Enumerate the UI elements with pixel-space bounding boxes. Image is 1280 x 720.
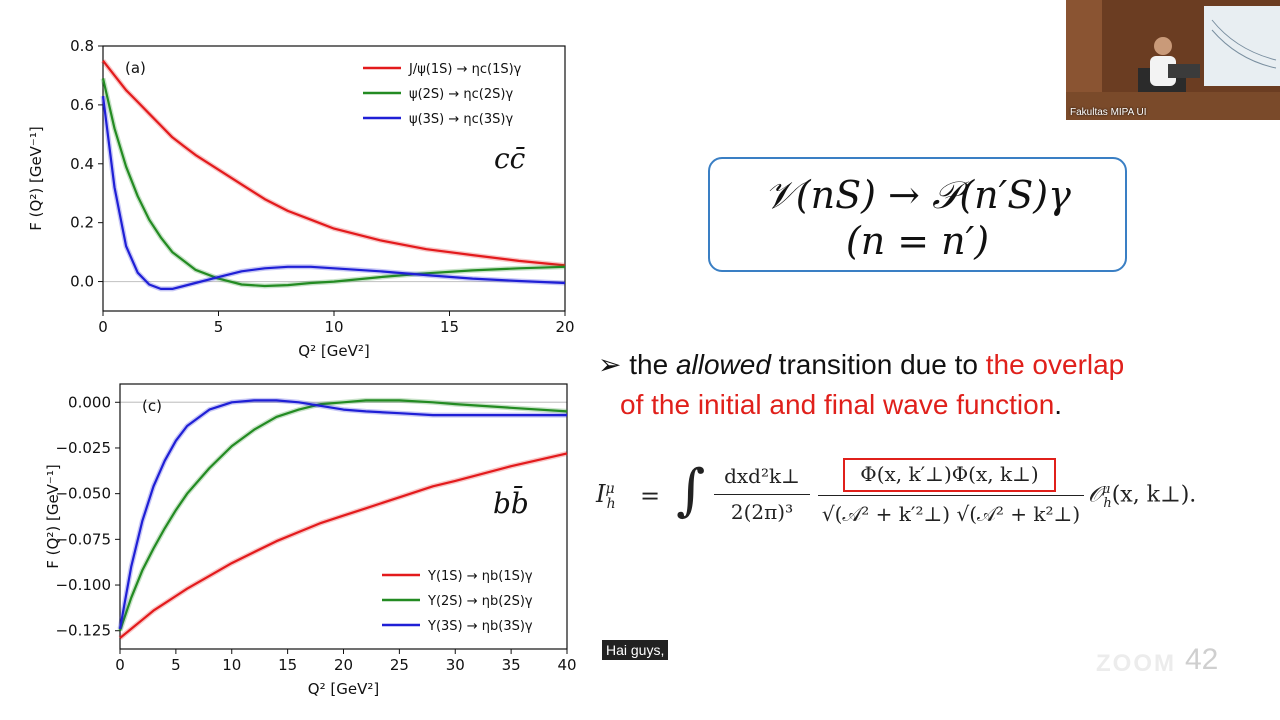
y-axis-label: F (Q²) [GeV⁻¹]	[44, 464, 62, 568]
legend-entry: Υ(2S) → ηb(2S)γ	[427, 594, 533, 609]
x-tick-label: 10	[324, 318, 343, 336]
formula-line-2: (n = n′)	[845, 219, 990, 263]
x-axis-label: Q² [GeV²]	[298, 342, 369, 360]
x-tick-label: 15	[440, 318, 459, 336]
x-tick-label: 15	[278, 656, 297, 674]
series-line-2	[118, 399, 568, 632]
integral-lhs: Iμh	[596, 480, 616, 512]
y-tick-label: −0.025	[55, 439, 111, 457]
series-line-3	[101, 95, 566, 290]
slide-page-number: 42	[1185, 643, 1219, 676]
bullet-text-mid: transition due to	[770, 349, 986, 380]
legend-entry: J/ψ(1S) → ηc(1S)γ	[408, 62, 522, 77]
y-tick-label: 0.4	[70, 155, 94, 173]
panel-label: (c)	[142, 397, 162, 415]
live-caption: Hai guys,	[602, 640, 669, 660]
bullet-point: ➢ the allowed transition due to the over…	[598, 345, 1268, 425]
zoom-watermark: ZOOM	[1096, 650, 1176, 677]
fraction-line-main	[818, 495, 1084, 496]
series-band	[118, 450, 568, 640]
y-tick-label: −0.075	[55, 530, 111, 548]
wavefunction-product: Φ(x, k′⊥)Φ(x, k⊥)	[860, 462, 1039, 486]
x-tick-label: 25	[390, 656, 409, 674]
x-tick-label: 10	[222, 656, 241, 674]
legend-entry: Υ(3S) → ηb(3S)γ	[427, 619, 533, 634]
integral-prefactor-denominator: 2(2π)³	[730, 500, 794, 524]
quark-annotation: cc̄	[494, 142, 526, 175]
x-tick-label: 20	[555, 318, 574, 336]
legend-entry: ψ(2S) → ηc(2S)γ	[409, 87, 513, 102]
y-tick-label: −0.100	[55, 576, 111, 594]
y-tick-label: 0.0	[70, 273, 94, 291]
y-axis-label: F (Q²) [GeV⁻¹]	[27, 126, 45, 230]
bullet-text-allowed: allowed	[675, 349, 771, 380]
integral-sign-icon: ∫	[676, 458, 706, 523]
x-tick-label: 30	[446, 656, 465, 674]
y-tick-label: 0.000	[68, 393, 111, 411]
y-tick-label: −0.125	[55, 622, 111, 640]
y-tick-label: 0.6	[70, 96, 94, 114]
chart-cc-form-factor: 0 5 10 15 20 0.8 0.6 0.4 0.2 0.0 Q² [GeV²] F (Q²) […	[27, 37, 575, 360]
x-axis-label: Q² [GeV²]	[308, 680, 379, 698]
series-line-1	[119, 452, 568, 639]
transition-formula-box: 𝒱(nS) → 𝒫(n′S)γ (n = n′)	[708, 157, 1127, 272]
integral-tail: 𝒪μh(x, k⊥).	[1088, 482, 1197, 511]
speaker-video-thumbnail[interactable]: Fakultas MIPA UI	[1066, 0, 1280, 120]
speaker-video-frame	[1066, 0, 1280, 120]
chart-bb-form-factor: 0 5 10 15 20 25 30 35 40 0.000 −0.025 −0.050 −0.075 −…	[44, 383, 577, 698]
series-line-3	[118, 399, 567, 630]
panel-label: (a)	[125, 59, 146, 77]
y-tick-label: 0.8	[70, 37, 94, 55]
formula-line-1: 𝒱(nS) → 𝒫(n′S)γ	[764, 173, 1071, 217]
x-tick-label: 40	[557, 656, 576, 674]
highlight-box	[843, 458, 1056, 492]
legend-entry: ψ(3S) → ηc(3S)γ	[409, 112, 513, 127]
x-tick-label: 5	[214, 318, 224, 336]
y-tick-label: 0.2	[70, 214, 94, 232]
integral-equals: =	[640, 482, 661, 510]
x-tick-label: 5	[171, 656, 181, 674]
integral-denominator: √(𝒜² + k′²⊥) √(𝒜² + k²⊥)	[821, 502, 1081, 526]
bullet-text-red-1: the overlap	[985, 349, 1125, 380]
arrow-bullet-icon: ➢	[598, 349, 630, 380]
bullet-text-red-2: of the initial and final wave function	[620, 389, 1055, 420]
x-tick-label: 0	[115, 656, 125, 674]
x-tick-label: 0	[98, 318, 108, 336]
series-band	[100, 77, 566, 289]
x-tick-label: 20	[334, 656, 353, 674]
quark-annotation: bb̄	[493, 485, 529, 520]
video-participant-label: Fakultas MIPA UI	[1070, 107, 1147, 118]
integral-measure: dxd²k⊥	[724, 464, 800, 488]
bullet-text-start: the	[629, 349, 676, 380]
x-tick-label: 35	[502, 656, 521, 674]
overlap-integral-equation: Iμh = ∫ dxd²k⊥ 2(2π)³ Φ(x, k′⊥)Φ(x, k⊥) …	[596, 452, 1236, 552]
fraction-line-left	[714, 494, 810, 495]
series-line-1	[102, 60, 566, 267]
legend-entry: Υ(1S) → ηb(1S)γ	[427, 569, 533, 584]
bullet-text-end: .	[1054, 389, 1063, 420]
y-tick-label: −0.050	[55, 485, 111, 503]
